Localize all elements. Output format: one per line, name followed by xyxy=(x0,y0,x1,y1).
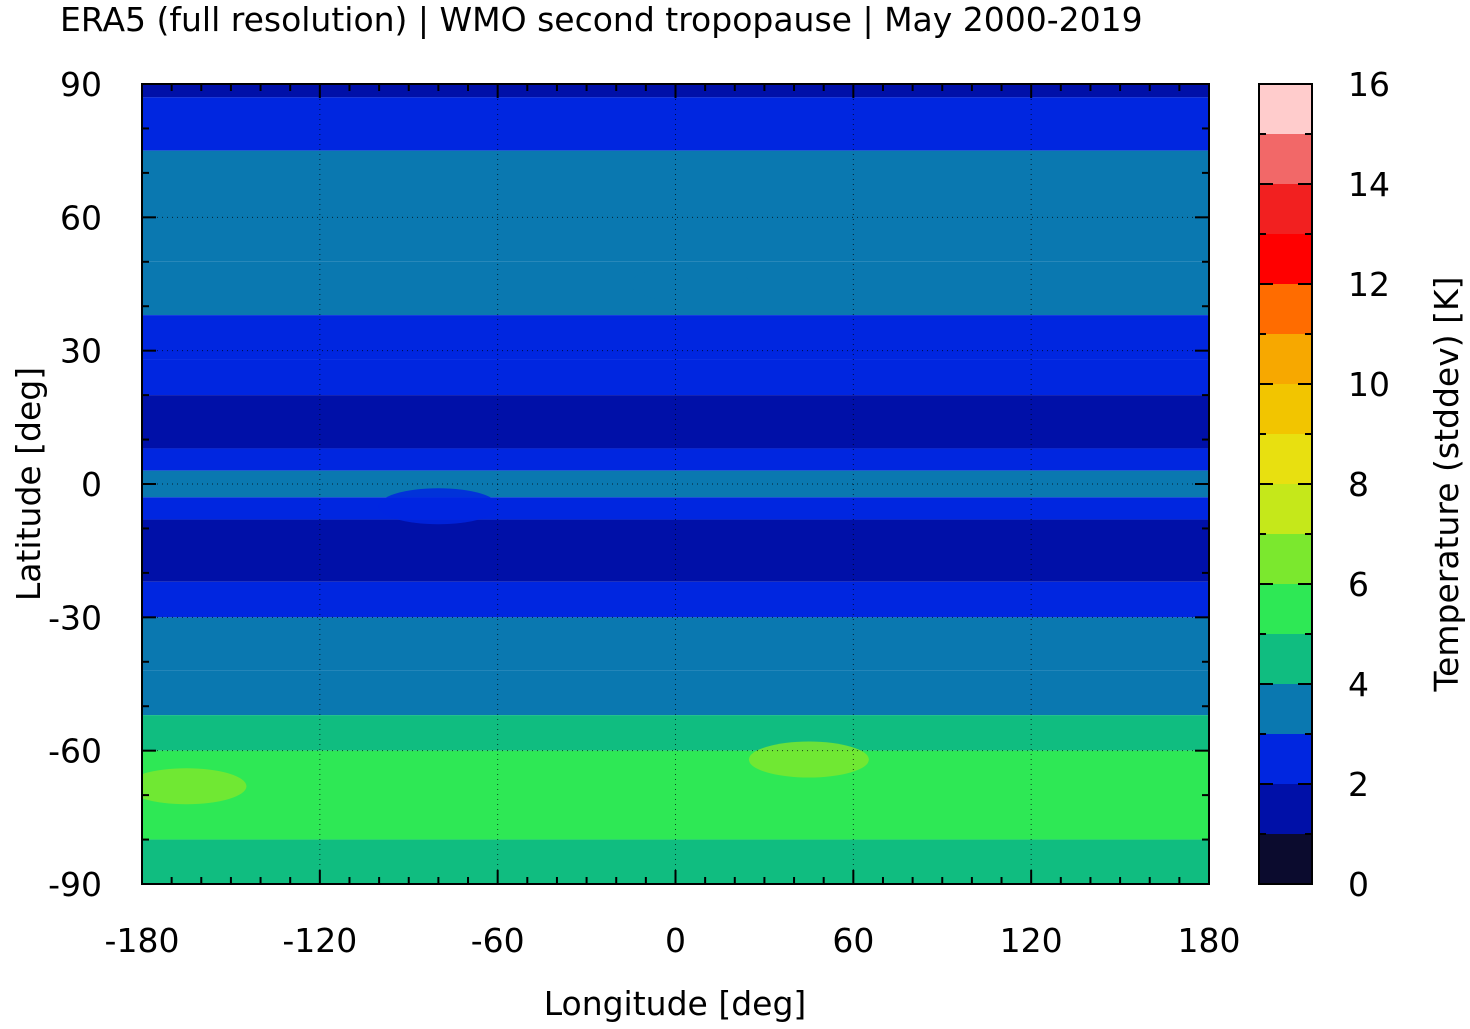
colorbar-level-5 xyxy=(1259,584,1312,634)
colorbar-level-13 xyxy=(1259,184,1312,234)
y-tick-labels: 90 60 30 0 -30 -60 -90 xyxy=(48,65,102,904)
colorbar-level-1 xyxy=(1259,784,1312,834)
colorbar-level-10 xyxy=(1259,334,1312,384)
colorbar-level-7 xyxy=(1259,484,1312,534)
y-tick-label: 0 xyxy=(81,465,102,504)
chart-title: ERA5 (full resolution) | WMO second trop… xyxy=(60,0,1143,39)
x-tick-label: -60 xyxy=(471,921,525,960)
colorbar-level-9 xyxy=(1259,384,1312,434)
field-band-4 xyxy=(142,315,1209,360)
field-band-14 xyxy=(142,715,1209,751)
colorbar-level-15 xyxy=(1259,84,1312,134)
colorbar-tick-label: 16 xyxy=(1348,65,1390,104)
y-tick-label: -60 xyxy=(48,732,102,771)
colorbar-ticks xyxy=(1259,83,1312,885)
y-tick-label: -30 xyxy=(48,598,102,637)
x-tick-label: 0 xyxy=(665,921,686,960)
colorbar-tick-labels: 0 2 4 6 8 10 12 14 16 xyxy=(1348,65,1390,904)
field-highlight-0 xyxy=(142,768,247,805)
x-tick-label: 120 xyxy=(1000,921,1063,960)
colorbar-level-6 xyxy=(1259,534,1312,584)
colorbar-tick-label: 4 xyxy=(1348,665,1369,704)
y-tick-label: 60 xyxy=(60,198,102,237)
colorbar-level-3 xyxy=(1259,684,1312,734)
field-band-13 xyxy=(142,670,1209,716)
field-highlight-3 xyxy=(630,266,751,302)
colorbar-tick-label: 2 xyxy=(1348,765,1369,804)
y-tick-label: -90 xyxy=(48,865,102,904)
x-tick-label: -120 xyxy=(282,921,357,960)
colorbar-level-8 xyxy=(1259,434,1312,484)
colorbar-tick-label: 10 xyxy=(1348,365,1390,404)
colorbar-level-2 xyxy=(1259,734,1312,784)
field-highlight-2 xyxy=(378,488,499,525)
y-tick-label: 30 xyxy=(60,332,102,371)
colorbar-tick-label: 12 xyxy=(1348,265,1390,304)
colorbar-level-4 xyxy=(1259,634,1312,684)
colorbar xyxy=(1259,84,1312,884)
colorbar-level-0 xyxy=(1259,834,1312,884)
y-axis-label: Latitude [deg] xyxy=(9,367,48,601)
colorbar-tick-label: 14 xyxy=(1348,165,1390,204)
field-band-6 xyxy=(142,395,1209,449)
field-highlight-1 xyxy=(748,741,869,778)
field-band-15 xyxy=(142,750,1209,804)
x-tick-label: -180 xyxy=(105,921,180,960)
field-band-2 xyxy=(142,150,1209,262)
colorbar-tick-label: 0 xyxy=(1348,865,1369,904)
colorbar-tick-label: 8 xyxy=(1348,465,1369,504)
colorbar-label: Temperature (stddev) [K] xyxy=(1427,276,1466,692)
colorbar-tick-label: 6 xyxy=(1348,565,1369,604)
colorbar-level-11 xyxy=(1259,284,1312,334)
colorbar-level-12 xyxy=(1259,234,1312,284)
x-tick-label: 60 xyxy=(832,921,874,960)
colorbar-level-14 xyxy=(1259,134,1312,184)
field-band-9 xyxy=(142,497,1209,520)
x-axis-label: Longitude [deg] xyxy=(544,984,807,1023)
grid-lines xyxy=(142,84,1209,884)
y-tick-label: 90 xyxy=(60,65,102,104)
field-band-10 xyxy=(142,519,1209,582)
axis-ticks xyxy=(141,83,1210,885)
x-tick-labels: -180 -120 -60 0 60 120 180 xyxy=(105,921,1241,960)
x-tick-label: 180 xyxy=(1178,921,1241,960)
